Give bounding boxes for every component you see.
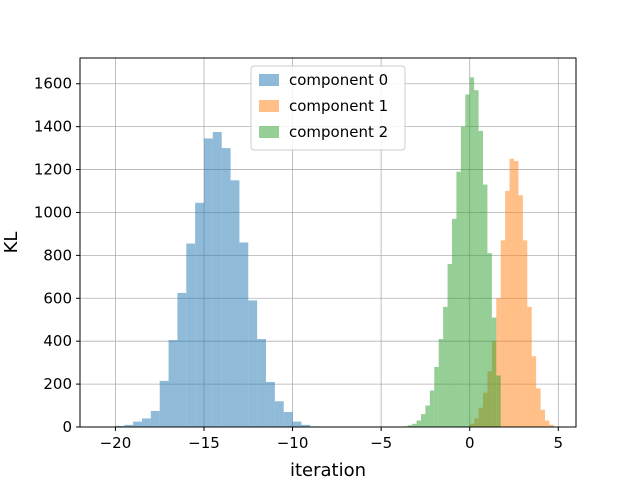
x-tick-label: 5 [554, 434, 564, 452]
histogram-bar [124, 424, 134, 427]
histogram-bar [452, 218, 457, 427]
legend-label: component 1 [289, 97, 388, 115]
histogram-bar [496, 298, 501, 427]
histogram-bar [518, 195, 523, 427]
histogram-bar [177, 292, 187, 427]
histogram-bar [274, 401, 284, 427]
histogram-bar [186, 243, 196, 427]
x-axis-label: iteration [290, 460, 366, 480]
histogram-bar [483, 184, 488, 427]
histogram-bar [500, 240, 506, 427]
histogram-bar [204, 138, 213, 428]
histogram-bar [549, 424, 554, 427]
histogram-bar [416, 420, 421, 427]
y-tick-label: 1600 [34, 75, 72, 93]
y-tick-label: 1400 [34, 118, 72, 136]
legend-swatch [259, 126, 279, 138]
series-0-bars [115, 132, 320, 428]
histogram-bar [230, 180, 240, 427]
bars [115, 77, 554, 428]
histogram-bar [425, 405, 430, 427]
y-tick-label: 1000 [34, 203, 72, 221]
histogram-bar [509, 158, 514, 427]
histogram-bar [257, 339, 266, 427]
histogram-bar [266, 381, 275, 427]
histogram-bar [514, 160, 519, 427]
histogram-bar [421, 414, 426, 427]
histogram-bar [407, 425, 413, 427]
histogram-bar [540, 409, 545, 427]
histogram-bar [465, 94, 470, 427]
histogram-bar [434, 366, 439, 427]
histogram-bar [429, 390, 435, 427]
histogram-bar [536, 388, 541, 427]
histogram-bar [142, 418, 151, 427]
histogram-bar [412, 423, 417, 427]
series-2-bars [403, 77, 501, 428]
histogram-bar [487, 253, 492, 427]
legend-label: component 2 [289, 123, 388, 141]
histogram-bar [469, 77, 475, 427]
histogram-bar [460, 126, 466, 428]
histogram-bar [545, 420, 550, 427]
histogram-bar [505, 191, 510, 427]
histogram-bar [447, 263, 452, 427]
histogram-bar [168, 340, 178, 427]
legend-label: component 0 [289, 71, 388, 89]
legend-box [250, 65, 406, 151]
histogram-bar [283, 411, 293, 427]
legend-swatch [259, 74, 279, 86]
histogram-bar [248, 300, 258, 427]
histogram-bar [443, 306, 448, 427]
x-tick-label: 0 [465, 434, 475, 452]
axis-ticks: −20 −15 −10 −5 0 5 0 200 400 600 800 1000 1200 1400 16… [34, 75, 563, 452]
histogram-bar [159, 380, 169, 427]
plot-frame [79, 57, 577, 428]
y-tick-label: 0 [62, 418, 72, 436]
x-tick-label: −10 [277, 434, 309, 452]
histogram-bar [496, 375, 501, 427]
x-tick-label: −20 [100, 434, 132, 452]
histogram-bar [239, 242, 249, 427]
y-axis-label: KL [1, 232, 22, 254]
histogram-bar [527, 306, 532, 427]
y-tick-label: 600 [43, 289, 72, 307]
histogram-bar [292, 421, 302, 427]
histogram-bar [221, 148, 231, 427]
histogram-bar [301, 424, 311, 427]
histogram-bar [531, 356, 537, 427]
histogram-bar [150, 410, 160, 427]
histogram-bar [474, 90, 479, 427]
histogram-bar [478, 130, 483, 427]
histogram-bar [456, 171, 461, 427]
histogram-bar [133, 421, 142, 427]
y-tick-label: 1200 [34, 161, 72, 179]
histogram-bar [212, 132, 222, 428]
histogram-bar [522, 240, 528, 427]
y-tick-label: 400 [43, 332, 72, 350]
y-tick-label: 200 [43, 375, 72, 393]
legend-swatch [259, 100, 279, 112]
histogram-bar [115, 425, 125, 427]
y-tick-label: 800 [43, 246, 72, 264]
legend: component 0 component 1 component 2 [250, 65, 406, 151]
x-tick-label: −15 [188, 434, 220, 452]
histogram-bar [491, 317, 497, 427]
histogram-bar [438, 339, 444, 427]
x-tick-label: −5 [370, 434, 392, 452]
histogram-bar [195, 202, 204, 427]
